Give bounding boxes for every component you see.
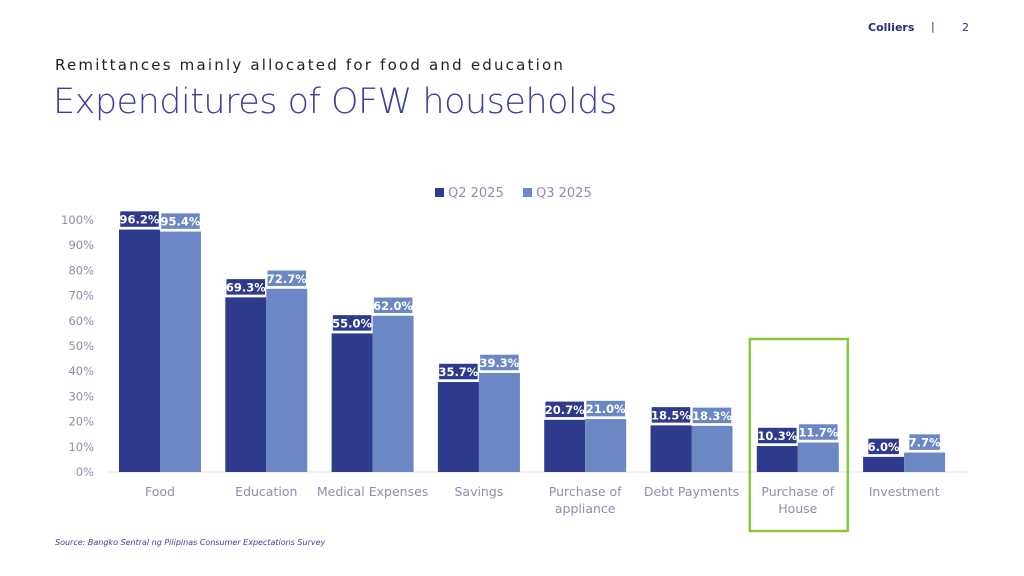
x-tick-label: Purchase of	[549, 484, 622, 499]
data-label: 11.7%	[798, 426, 838, 440]
bar-q3-2025	[585, 419, 627, 472]
x-tick-label: Debt Payments	[644, 484, 739, 499]
y-tick-label: 10%	[68, 440, 94, 454]
data-label: 18.3%	[692, 409, 732, 423]
x-tick-label: Investment	[869, 484, 940, 499]
data-label: 6.0%	[868, 440, 900, 454]
x-tick-label: Purchase of	[761, 484, 834, 499]
bar-q2-2025	[756, 446, 798, 472]
bar-q3-2025	[160, 231, 201, 472]
bar-q2-2025	[331, 333, 373, 472]
legend-swatch	[523, 188, 532, 197]
x-tick-label: House	[778, 501, 817, 516]
data-label-box	[225, 277, 267, 297]
bar-q2-2025	[225, 297, 267, 472]
bar-q2-2025	[863, 456, 905, 472]
data-label-box	[543, 400, 586, 419]
bar-q3-2025	[797, 442, 839, 472]
y-tick-label: 60%	[68, 314, 94, 328]
data-label-box	[866, 437, 901, 456]
data-label: 21.0%	[586, 402, 626, 416]
data-label-box	[331, 313, 373, 333]
bar-q2-2025	[119, 229, 160, 472]
page-number: 2	[962, 21, 969, 34]
y-tick-label: 30%	[68, 389, 94, 403]
y-tick-label: 0%	[76, 465, 94, 479]
slide-subtitle: Remittances mainly allocated for food an…	[55, 56, 566, 74]
legend-label: Q2 2025	[448, 186, 504, 201]
bar-q2-2025	[544, 419, 586, 472]
y-tick-label: 70%	[68, 289, 94, 303]
data-label: 95.4%	[161, 215, 201, 229]
data-label: 72.7%	[267, 272, 307, 286]
legend-label: Q3 2025	[536, 186, 592, 201]
bar-q3-2025	[691, 425, 733, 472]
header-separator: |	[931, 20, 935, 33]
data-label: 7.7%	[909, 436, 941, 450]
y-tick-label: 40%	[68, 364, 94, 378]
data-label: 20.7%	[545, 403, 585, 417]
data-label-box	[437, 362, 480, 381]
data-label: 35.7%	[438, 365, 478, 379]
x-tick-label: Medical Expenses	[317, 484, 428, 499]
y-tick-label: 100%	[61, 213, 94, 227]
data-label-box	[478, 353, 521, 372]
bar-q3-2025	[904, 452, 946, 472]
bar-q2-2025	[650, 425, 692, 472]
data-label-box	[159, 211, 202, 231]
x-tick-label: Food	[145, 484, 175, 499]
data-label: 69.3%	[226, 280, 266, 294]
slide-title: Expenditures of OFW households	[53, 82, 617, 122]
bar-q2-2025	[437, 382, 479, 472]
data-label: 55.0%	[332, 316, 372, 330]
source-note: Source: Bangko Sentral ng Pilipinas Cons…	[55, 538, 326, 547]
data-label: 39.3%	[479, 356, 519, 370]
x-tick-label: Savings	[454, 484, 503, 499]
data-label-box	[650, 405, 692, 425]
data-label: 18.5%	[651, 408, 691, 422]
data-label-box	[584, 399, 627, 418]
data-label-box	[907, 432, 942, 452]
x-tick-label: appliance	[555, 501, 616, 516]
data-label-box	[797, 422, 840, 442]
legend-swatch	[435, 188, 444, 197]
highlight-box	[748, 337, 850, 533]
brand-logo: Colliers	[868, 21, 915, 34]
data-label: 96.2%	[120, 213, 160, 227]
data-label-box	[691, 406, 733, 425]
y-tick-label: 50%	[68, 339, 94, 353]
y-tick-label: 80%	[68, 263, 94, 277]
data-label-box	[372, 296, 414, 315]
bar-q3-2025	[478, 372, 520, 472]
data-label-box	[756, 426, 799, 445]
y-tick-label: 20%	[68, 415, 94, 429]
x-tick-label: Education	[235, 484, 297, 499]
data-label-box	[118, 209, 161, 229]
data-label-box	[266, 269, 308, 288]
data-label: 62.0%	[373, 299, 413, 313]
y-tick-label: 90%	[68, 238, 94, 252]
bar-q3-2025	[266, 288, 308, 472]
bar-q3-2025	[372, 315, 414, 472]
data-label: 10.3%	[757, 429, 797, 443]
